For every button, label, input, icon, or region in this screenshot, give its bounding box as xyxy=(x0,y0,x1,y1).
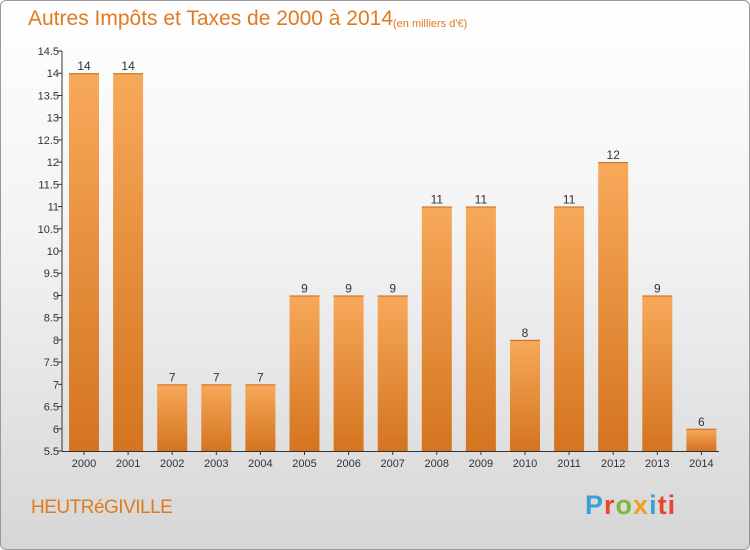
data-label: 14 xyxy=(77,59,91,73)
logo-letter: r xyxy=(604,490,616,520)
bar xyxy=(333,295,364,451)
x-tick-label: 2000 xyxy=(72,458,96,470)
y-tick-label: 5.5 xyxy=(44,446,59,458)
data-label: 11 xyxy=(475,193,488,207)
y-tick-label: 8 xyxy=(53,335,59,347)
y-tick-label: 14 xyxy=(47,68,59,80)
x-tick-label: 2012 xyxy=(601,458,625,470)
data-label: 7 xyxy=(213,370,220,384)
y-tick-label: 13 xyxy=(47,113,59,125)
chart-subtitle: (en milliers d'€) xyxy=(393,18,468,30)
data-label: 12 xyxy=(607,148,621,162)
x-tick-label: 2004 xyxy=(248,458,272,470)
y-tick-label: 10.5 xyxy=(38,224,59,236)
logo-letter: P xyxy=(585,490,605,520)
data-label: 14 xyxy=(121,59,135,73)
x-tick-label: 2003 xyxy=(204,458,228,470)
logo-letter: x xyxy=(633,490,650,520)
y-tick-label: 8.5 xyxy=(44,313,59,325)
x-tick-label: 2005 xyxy=(292,458,316,470)
y-tick-label: 7.5 xyxy=(44,357,59,369)
bar xyxy=(157,384,188,451)
chart-title: Autres Impôts et Taxes de 2000 à 2014 xyxy=(28,7,394,30)
logo-letter: o xyxy=(615,490,634,520)
bar xyxy=(510,339,540,451)
data-label: 9 xyxy=(345,281,352,295)
y-tick-label: 7 xyxy=(53,379,59,391)
bar xyxy=(421,206,452,451)
data-label: 7 xyxy=(257,370,264,384)
x-tick-label: 2001 xyxy=(116,458,140,470)
y-tick-label: 13.5 xyxy=(38,90,59,102)
town-name: HEUTRéGIVILLE xyxy=(31,497,173,518)
y-tick-label: 12 xyxy=(47,157,59,169)
proxiti-logo: Proxiti xyxy=(585,490,676,521)
x-tick-label: 2013 xyxy=(645,458,669,470)
data-label: 9 xyxy=(389,281,396,295)
bar xyxy=(642,295,673,451)
x-tick-label: 2002 xyxy=(160,458,184,470)
data-label: 11 xyxy=(563,193,576,207)
y-tick-label: 9.5 xyxy=(44,268,59,280)
x-tick-label: 2014 xyxy=(689,458,713,470)
bar xyxy=(554,206,585,451)
bar xyxy=(201,384,232,451)
data-label: 7 xyxy=(169,370,176,384)
y-tick-label: 9 xyxy=(53,290,59,302)
logo-letter: i xyxy=(649,490,658,520)
data-label: 11 xyxy=(431,193,444,207)
bar xyxy=(465,206,496,451)
y-tick-label: 14.5 xyxy=(38,46,59,58)
bar xyxy=(245,384,276,451)
bar xyxy=(377,295,408,451)
x-tick-label: 2011 xyxy=(557,458,581,470)
bar xyxy=(289,295,320,451)
x-tick-label: 2009 xyxy=(469,458,493,470)
bar xyxy=(598,162,629,451)
x-tick-label: 2006 xyxy=(336,458,360,470)
bar xyxy=(113,73,144,451)
y-tick-label: 6.5 xyxy=(44,402,59,414)
y-tick-label: 12.5 xyxy=(38,135,59,147)
x-tick-label: 2010 xyxy=(513,458,537,470)
logo-letter: ti xyxy=(657,490,677,520)
data-label: 9 xyxy=(654,281,661,295)
y-tick-label: 11 xyxy=(48,202,59,214)
data-label: 9 xyxy=(301,281,308,295)
y-tick-label: 10 xyxy=(47,246,59,258)
y-tick-label: 6 xyxy=(53,424,59,436)
y-tick-label: 11.5 xyxy=(38,179,59,191)
x-tick-label: 2007 xyxy=(380,458,404,470)
x-tick-label: 2008 xyxy=(425,458,449,470)
bar xyxy=(69,73,99,451)
data-label: 8 xyxy=(522,326,529,340)
data-label: 6 xyxy=(698,415,705,429)
bar xyxy=(686,428,717,451)
